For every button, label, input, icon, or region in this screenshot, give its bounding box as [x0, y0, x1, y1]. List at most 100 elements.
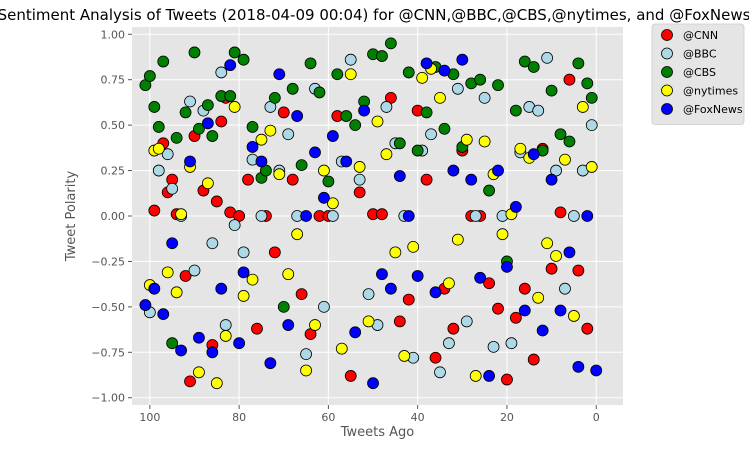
legend-label: @BBC [683, 48, 717, 61]
x-tick-label: 0 [593, 411, 600, 424]
point-bbc [425, 128, 437, 141]
point-cbs [152, 121, 165, 133]
point-cnn [509, 311, 522, 324]
point-cnn [429, 351, 442, 364]
point-nytimes [309, 319, 321, 331]
point-bbc [478, 91, 491, 104]
point-bbc [469, 210, 482, 222]
point-cnn [501, 373, 513, 386]
point-bbc [344, 53, 357, 66]
point-nytimes [201, 177, 214, 190]
point-foxnews [438, 64, 451, 77]
point-nytimes [175, 208, 188, 221]
legend-marker [661, 29, 673, 41]
point-cnn [420, 173, 433, 186]
point-bbc [451, 82, 464, 95]
point-bbc [161, 148, 174, 161]
point-cnn [376, 208, 388, 221]
point-nytimes [326, 197, 339, 210]
point-nytimes [407, 240, 420, 253]
point-nytimes [398, 350, 411, 362]
point-cbs [563, 135, 576, 148]
point-bbc [326, 210, 339, 222]
point-cbs [201, 99, 214, 112]
x-tick-label: 100 [139, 411, 160, 424]
point-cbs [402, 66, 415, 79]
point-cnn [492, 302, 504, 315]
point-bbc [541, 51, 554, 64]
y-tick-label: −0.50 [91, 301, 125, 314]
point-cnn [215, 115, 228, 128]
point-nytimes [362, 315, 375, 328]
point-cnn [402, 293, 415, 306]
point-nytimes [541, 237, 554, 250]
point-nytimes [152, 142, 165, 155]
point-nytimes [193, 366, 205, 379]
point-foxnews [545, 173, 558, 186]
point-cnn [286, 173, 299, 186]
point-cbs [237, 53, 250, 66]
point-bbc [353, 173, 366, 186]
point-cbs [286, 82, 299, 95]
point-cnn [393, 315, 406, 328]
point-foxnews [581, 210, 594, 222]
point-cnn [581, 322, 594, 335]
axis-ticks: 100 80 60 40 20 0 1.00 0.75 0.50 0.25 0.00 −0.25 −0.… [91, 28, 599, 424]
point-foxnews [367, 377, 379, 390]
point-foxnews [447, 164, 460, 177]
point-nytimes [291, 228, 304, 241]
chart-title: Sentiment Analysis of Tweets (2018-04-09… [0, 6, 749, 24]
data-points [139, 37, 603, 390]
point-bbc [434, 366, 446, 379]
y-tick-label: 0.25 [101, 165, 126, 178]
point-foxnews [166, 237, 179, 250]
point-nytimes [170, 286, 183, 299]
point-foxnews [518, 304, 531, 317]
point-cbs [483, 184, 495, 197]
point-foxnews [376, 268, 388, 281]
point-nytimes [478, 135, 491, 148]
point-cnn [295, 288, 308, 301]
point-foxnews [429, 286, 442, 299]
point-foxnews [572, 360, 585, 373]
point-cnn [242, 173, 254, 186]
point-cnn [563, 73, 576, 86]
point-bbc [380, 101, 393, 113]
x-tick-label: 60 [321, 411, 335, 424]
point-cbs [331, 68, 344, 81]
y-tick-label: 1.00 [101, 28, 126, 41]
point-foxnews [527, 148, 540, 161]
point-foxnews [215, 282, 228, 295]
point-foxnews [509, 201, 522, 213]
point-foxnews [255, 155, 268, 168]
legend-box [651, 23, 745, 125]
point-foxnews [193, 331, 205, 344]
y-tick-label: −0.75 [91, 346, 125, 359]
point-foxnews [402, 210, 415, 222]
point-nytimes [300, 364, 312, 377]
point-foxnews [326, 130, 339, 142]
point-cnn [518, 282, 531, 295]
legend-label: @CNN [683, 29, 718, 42]
point-cbs [322, 175, 335, 188]
legend-marker [661, 103, 673, 115]
point-cnn [554, 206, 567, 219]
point-cbs [545, 84, 558, 97]
point-cnn [483, 277, 495, 290]
point-cbs [572, 57, 585, 70]
point-nytimes [255, 133, 268, 146]
point-nytimes [380, 148, 393, 161]
point-foxnews [349, 326, 362, 339]
point-bbc [188, 264, 201, 277]
point-cbs [193, 122, 205, 135]
point-cbs [420, 106, 433, 119]
point-foxnews [282, 319, 295, 331]
point-bbc [559, 282, 571, 295]
legend: @CNN @BBC @CBS @nytimes @FoxNews [651, 23, 745, 125]
point-cnn [251, 322, 263, 335]
point-cnn [572, 264, 585, 277]
point-nytimes [469, 370, 482, 382]
point-cbs [585, 91, 598, 104]
